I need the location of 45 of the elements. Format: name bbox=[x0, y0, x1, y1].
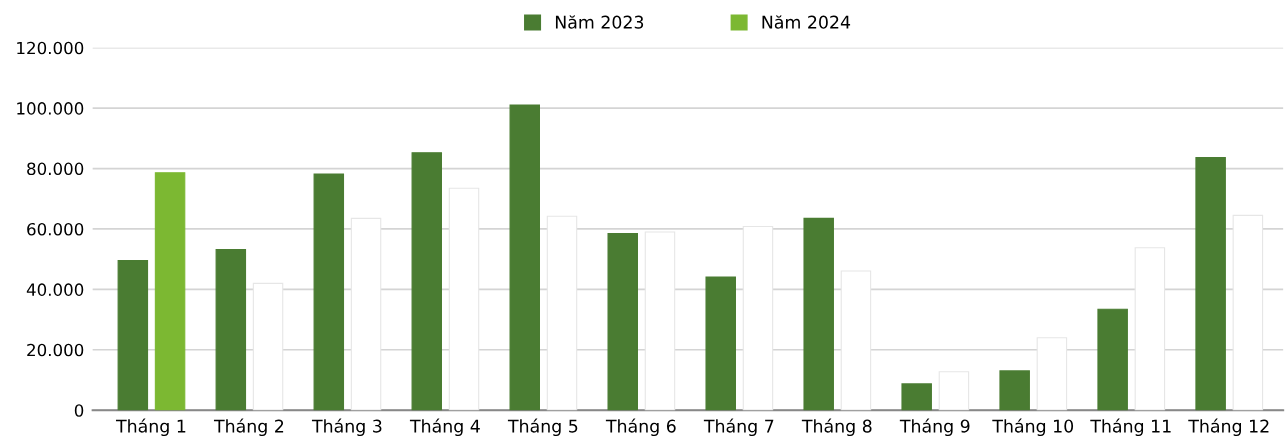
bar bbox=[313, 173, 345, 411]
bar bbox=[252, 282, 284, 411]
bar bbox=[1036, 337, 1068, 411]
x-tick-label: Tháng 5 bbox=[507, 418, 578, 437]
bar bbox=[350, 217, 382, 411]
x-tick-label: Tháng 11 bbox=[1090, 418, 1171, 437]
bar bbox=[999, 370, 1030, 411]
bar bbox=[546, 215, 578, 411]
bar bbox=[644, 231, 676, 411]
legend-label: Năm 2023 bbox=[555, 15, 644, 29]
bar bbox=[607, 232, 638, 411]
y-tick-label: 80.000 bbox=[27, 162, 84, 176]
bar bbox=[1195, 157, 1226, 411]
x-tick-label: Tháng 4 bbox=[409, 418, 480, 437]
x-tick-label: Tháng 10 bbox=[992, 418, 1074, 437]
bar bbox=[938, 371, 970, 411]
y-tick-label: 0 bbox=[74, 404, 84, 417]
x-tick-label: Tháng 9 bbox=[899, 418, 970, 437]
y-tick-label: 120.000 bbox=[17, 41, 84, 55]
y-tick-label: 20.000 bbox=[27, 343, 84, 357]
x-tick-label: Tháng 2 bbox=[213, 418, 284, 437]
bar bbox=[215, 248, 247, 411]
x-tick-label: Tháng 6 bbox=[605, 418, 676, 437]
bar bbox=[411, 152, 443, 411]
bar bbox=[803, 217, 834, 411]
x-tick-label: Tháng 7 bbox=[703, 418, 774, 437]
bar bbox=[840, 270, 872, 411]
bar bbox=[154, 172, 186, 411]
bar bbox=[509, 104, 541, 411]
x-tick-label: Tháng 3 bbox=[311, 418, 382, 437]
legend-label: Năm 2024 bbox=[762, 15, 851, 29]
bar bbox=[448, 187, 480, 411]
bar bbox=[1097, 308, 1128, 411]
y-tick-label: 100.000 bbox=[17, 102, 84, 115]
y-tick-label: 60.000 bbox=[27, 222, 84, 236]
x-tick-label: Tháng 12 bbox=[1188, 418, 1269, 437]
bar bbox=[705, 276, 736, 411]
x-tick-label: Tháng 1 bbox=[115, 418, 186, 437]
bar bbox=[901, 383, 932, 411]
x-tick-label: Tháng 8 bbox=[801, 418, 872, 437]
bar bbox=[1134, 247, 1166, 411]
bar bbox=[1232, 214, 1264, 411]
bar bbox=[117, 260, 149, 411]
bar bbox=[742, 225, 774, 411]
y-tick-label: 40.000 bbox=[26, 283, 84, 296]
